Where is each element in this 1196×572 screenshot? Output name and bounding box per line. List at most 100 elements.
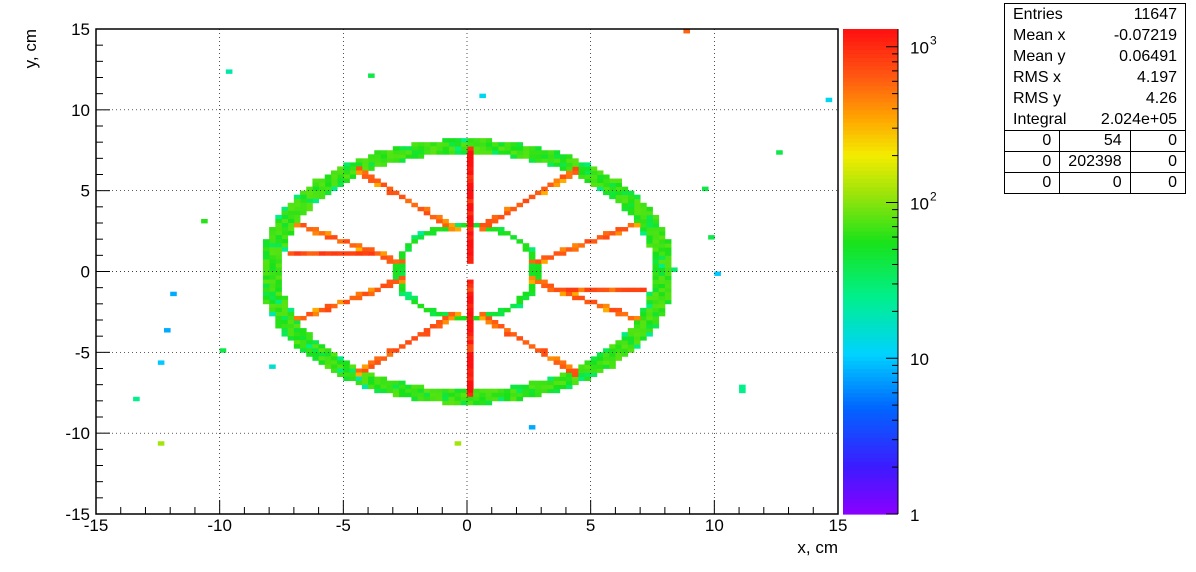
heatmap-cell [411,299,418,305]
color-scale-band [843,243,898,248]
heatmap-cell [467,194,474,200]
heatmap-cell [411,235,418,240]
heatmap-cell [300,194,307,200]
heatmap-cell [454,227,462,232]
color-scale-band [843,81,898,87]
heatmap-cell [368,251,375,256]
heatmap-cell [448,223,456,228]
heatmap-cell [485,138,493,143]
heatmap-cell [467,388,474,394]
heatmap-cell [300,315,307,321]
heatmap-cell [300,336,307,341]
heatmap-cell [652,279,660,285]
heatmap-cell [572,372,579,377]
color-scale-band [843,384,898,390]
heatmap-cell [646,315,653,321]
heatmap-cell [528,255,536,260]
heatmap-cell [343,360,350,365]
heatmap-cell [553,287,561,293]
heatmap-cell [368,174,375,179]
heatmap-cell [664,255,672,260]
x-tick-label: 10 [705,516,724,535]
heatmap-cell [380,154,388,159]
heatmap-cell [467,227,474,232]
color-scale-band [843,174,898,180]
heatmap-cell [491,311,499,317]
heatmap-cell [516,146,524,151]
heatmap-cell [535,271,542,276]
color-scale-band [843,311,898,317]
heatmap-cell [633,320,641,325]
heatmap-cell [374,380,381,386]
heatmap-cell [361,376,369,382]
heatmap-cell [491,146,499,151]
heatmap-cell [516,396,524,402]
heatmap-cell [436,142,443,147]
heatmap-cell [615,178,622,183]
heatmap-cell [262,243,270,248]
heatmap-cell [633,198,641,204]
heatmap-cell [584,364,592,369]
heatmap-cell [275,324,282,329]
heatmap-cell [535,388,542,394]
heatmap-cell [262,247,270,252]
heatmap-cell [701,186,709,192]
heatmap-cell [652,299,660,305]
heatmap-cell [454,138,462,143]
heatmap-cell [522,198,530,204]
heatmap-cell [275,271,282,276]
heatmap-cell [448,146,456,151]
heatmap-cell [355,251,363,256]
heatmap-cell [398,150,406,155]
heatmap-cell [621,352,629,357]
stats-grid-row: 0 202398 0 [1005,151,1185,173]
heatmap-cell [467,299,474,305]
heatmap-cell [497,146,505,151]
heatmap-cell [281,210,289,216]
heatmap-cell [380,388,388,394]
heatmap-cell [467,166,474,171]
color-scale-band [843,190,898,196]
heatmap-cell [491,227,499,232]
heatmap-cell [386,154,394,159]
heatmap-cell [479,146,486,151]
heatmap-cell [516,295,524,301]
heatmap-cell [467,178,474,183]
heatmap-cell [504,231,511,236]
color-scale-band [843,182,898,188]
heatmap-cell [398,384,406,390]
grid-lines [96,29,838,514]
heatmap-cell [467,352,474,357]
heatmap-cell [448,138,456,143]
color-scale-label: 1 [910,506,919,525]
color-scale-band [843,509,898,515]
heatmap-cell [361,364,369,369]
heatmap-cell [442,227,449,232]
heatmap-cell [658,311,666,317]
heatmap-cell [312,182,319,188]
heatmap-cell [609,344,616,349]
heatmap-cell [652,235,660,240]
heatmap-cell [287,324,295,329]
heatmap-cell [652,291,660,297]
heatmap-cell [578,368,585,373]
heatmap-cell [596,174,604,179]
heatmap-cell [269,239,276,244]
heatmap-cell [306,198,313,204]
heatmap-cell [547,376,554,382]
color-scale-band [843,352,898,357]
color-scale-band [843,372,898,378]
color-scale-band [843,134,898,139]
heatmap-cell [442,146,449,151]
heatmap-cell [454,150,462,155]
color-scale-band [843,162,898,168]
heatmap-cell [306,194,313,200]
heatmap-cell [467,255,474,260]
heatmap-cell [535,384,542,390]
heatmap-cell [621,206,629,212]
heatmap-cell [739,384,746,390]
heatmap-cell [528,158,536,163]
color-scale-band [843,453,898,459]
heatmap-cell [627,287,635,293]
